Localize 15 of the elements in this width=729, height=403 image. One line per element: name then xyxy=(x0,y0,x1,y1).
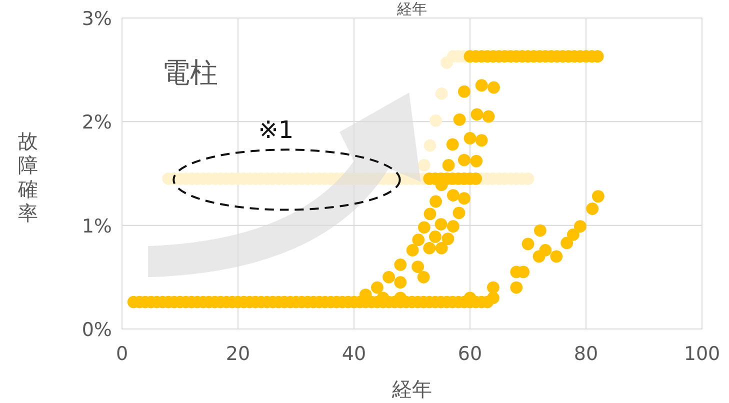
x-tick-label: 80 xyxy=(574,343,598,365)
annotation: 電柱 xyxy=(162,56,218,89)
x-tick-label: 40 xyxy=(342,343,366,365)
y-tick-label: 0% xyxy=(82,319,112,341)
x-tick-label: 0 xyxy=(116,343,128,365)
annotation: ※1 xyxy=(258,116,294,144)
y-tick-label: 2% xyxy=(82,112,112,134)
chart-title: 経年 xyxy=(396,0,427,18)
y-tick-label: 1% xyxy=(82,215,112,238)
x-axis-title: 経年 xyxy=(391,377,432,401)
y-tick-label: 3% xyxy=(82,8,112,30)
x-tick-label: 20 xyxy=(226,343,250,365)
y-axis-title: 故障確率 xyxy=(17,129,38,225)
x-tick-label: 100 xyxy=(684,343,720,365)
x-tick-label: 60 xyxy=(458,343,482,365)
